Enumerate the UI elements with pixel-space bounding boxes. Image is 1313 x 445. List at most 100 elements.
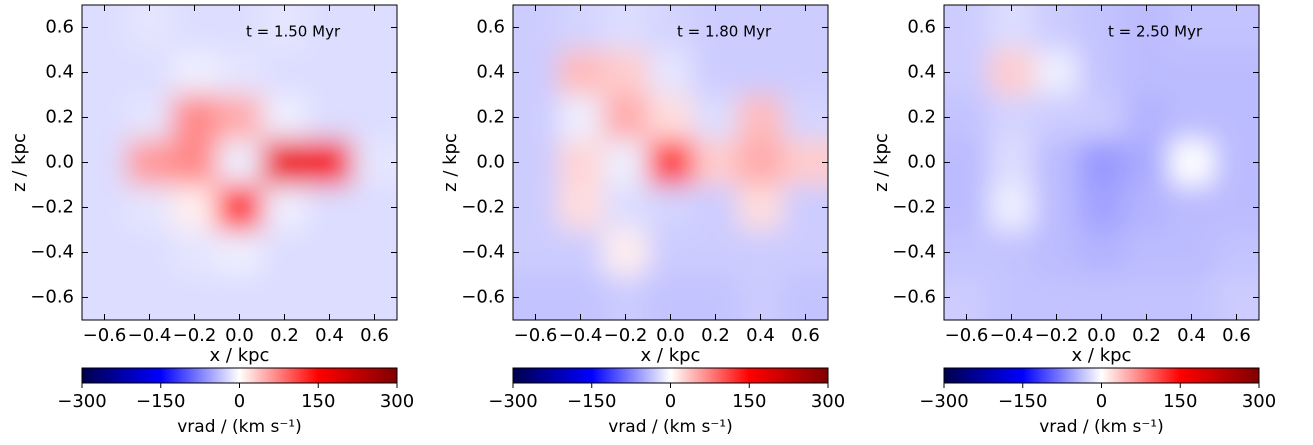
colorbar-tick-label: −150 xyxy=(998,391,1047,412)
heatmap-cell xyxy=(127,275,172,320)
colorbar-tick-label: 0 xyxy=(1096,391,1107,412)
heatmap-cell xyxy=(1034,140,1079,185)
heatmap-cell xyxy=(558,5,603,50)
heatmap-cell xyxy=(603,95,648,140)
heatmap xyxy=(82,5,397,320)
y-tick-label: −0.4 xyxy=(892,242,936,263)
annotation: t = 2.50 Myr xyxy=(1108,23,1203,41)
heatmap-cell xyxy=(513,140,558,185)
heatmap-cell xyxy=(1169,50,1214,95)
heatmap-cell xyxy=(944,275,989,320)
colorbar-label: vrad / (km s⁻¹) xyxy=(608,417,733,437)
x-tick-label: 0.4 xyxy=(746,325,775,346)
heatmap-cell xyxy=(307,140,352,185)
x-tick-label: −0.4 xyxy=(128,325,172,346)
heatmap-cell xyxy=(738,5,783,50)
heatmap-cell xyxy=(262,230,307,275)
heatmap-cell xyxy=(352,140,397,185)
heatmap-cell xyxy=(217,95,262,140)
heatmap-cell xyxy=(1124,275,1169,320)
heatmap-cell xyxy=(1169,185,1214,230)
x-tick-label: 0.4 xyxy=(315,325,344,346)
heatmap-cell xyxy=(127,5,172,50)
x-tick-label: −0.6 xyxy=(514,325,558,346)
heatmap-cell xyxy=(352,275,397,320)
x-tick-label: 0.6 xyxy=(791,325,820,346)
colorbar xyxy=(81,367,398,384)
heatmap-cell xyxy=(513,50,558,95)
heatmap-cell xyxy=(1034,185,1079,230)
heatmap-cell xyxy=(307,185,352,230)
heatmap-cell xyxy=(648,275,693,320)
heatmap-cell xyxy=(172,95,217,140)
heatmap-cell xyxy=(82,185,127,230)
heatmap-cell xyxy=(1079,230,1124,275)
colorbar-tick-label: 0 xyxy=(234,391,245,412)
heatmap-cell xyxy=(1079,95,1124,140)
heatmap-cell xyxy=(352,185,397,230)
heatmap-cell xyxy=(172,275,217,320)
x-axis-label: x / kpc xyxy=(641,345,701,366)
heatmap-cell xyxy=(307,230,352,275)
heatmap-cell xyxy=(127,230,172,275)
y-tick-label: 0.4 xyxy=(907,62,936,83)
x-tick-label: 0.0 xyxy=(656,325,685,346)
heatmap-cell xyxy=(1214,140,1259,185)
y-tick-label: −0.2 xyxy=(461,197,505,218)
colorbar-tick-label: 300 xyxy=(811,391,845,412)
y-tick-label: 0.0 xyxy=(907,152,936,173)
y-tick-label: 0.2 xyxy=(476,107,505,128)
heatmap-cell xyxy=(1079,275,1124,320)
y-axis-label: z / kpc xyxy=(871,133,892,192)
heatmap-cell xyxy=(513,275,558,320)
y-tick-label: 0.4 xyxy=(476,62,505,83)
colorbar-tick-label: −150 xyxy=(567,391,616,412)
heatmap-cell xyxy=(1214,50,1259,95)
y-axis-label: z / kpc xyxy=(9,133,30,192)
heatmap-cell xyxy=(693,140,738,185)
heatmap-cell xyxy=(944,185,989,230)
x-tick-label: −0.6 xyxy=(945,325,989,346)
heatmap-cell xyxy=(1214,185,1259,230)
heatmap-cell xyxy=(307,95,352,140)
heatmap-cell xyxy=(262,140,307,185)
heatmap-cell xyxy=(262,275,307,320)
heatmap-cell xyxy=(352,5,397,50)
colorbar-tick-label: 0 xyxy=(665,391,676,412)
heatmap-cell xyxy=(1124,185,1169,230)
colorbar xyxy=(943,367,1260,384)
heatmap-cell xyxy=(82,230,127,275)
heatmap-cell xyxy=(1124,5,1169,50)
y-tick-label: 0.6 xyxy=(907,17,936,38)
heatmap-clip xyxy=(82,5,397,320)
heatmap-cell xyxy=(989,50,1034,95)
heatmap-cell xyxy=(82,275,127,320)
colorbar-tick-label: −300 xyxy=(488,391,537,412)
heatmap-cell xyxy=(513,230,558,275)
heatmap-cell xyxy=(1034,5,1079,50)
heatmap-cell xyxy=(127,95,172,140)
heatmap-cell xyxy=(172,140,217,185)
heatmap-cell xyxy=(648,185,693,230)
x-tick-label: −0.2 xyxy=(1035,325,1079,346)
heatmap-cell xyxy=(1034,95,1079,140)
heatmap-cell xyxy=(738,230,783,275)
heatmap-cell xyxy=(217,140,262,185)
heatmap-cell xyxy=(558,185,603,230)
heatmap-cell xyxy=(989,230,1034,275)
heatmap-cell xyxy=(738,140,783,185)
heatmap-cell xyxy=(693,5,738,50)
heatmap-cell xyxy=(82,95,127,140)
y-tick-label: 0.2 xyxy=(907,107,936,128)
colorbar-label: vrad / (km s⁻¹) xyxy=(177,417,302,437)
y-tick-label: −0.6 xyxy=(892,287,936,308)
x-tick-label: −0.2 xyxy=(173,325,217,346)
y-tick-label: 0.6 xyxy=(45,17,74,38)
heatmap-cell xyxy=(1124,50,1169,95)
heatmap xyxy=(944,5,1259,320)
y-tick-label: 0.0 xyxy=(45,152,74,173)
y-tick-label: −0.6 xyxy=(461,287,505,308)
heatmap-cell xyxy=(1214,95,1259,140)
heatmap-cell xyxy=(1124,230,1169,275)
